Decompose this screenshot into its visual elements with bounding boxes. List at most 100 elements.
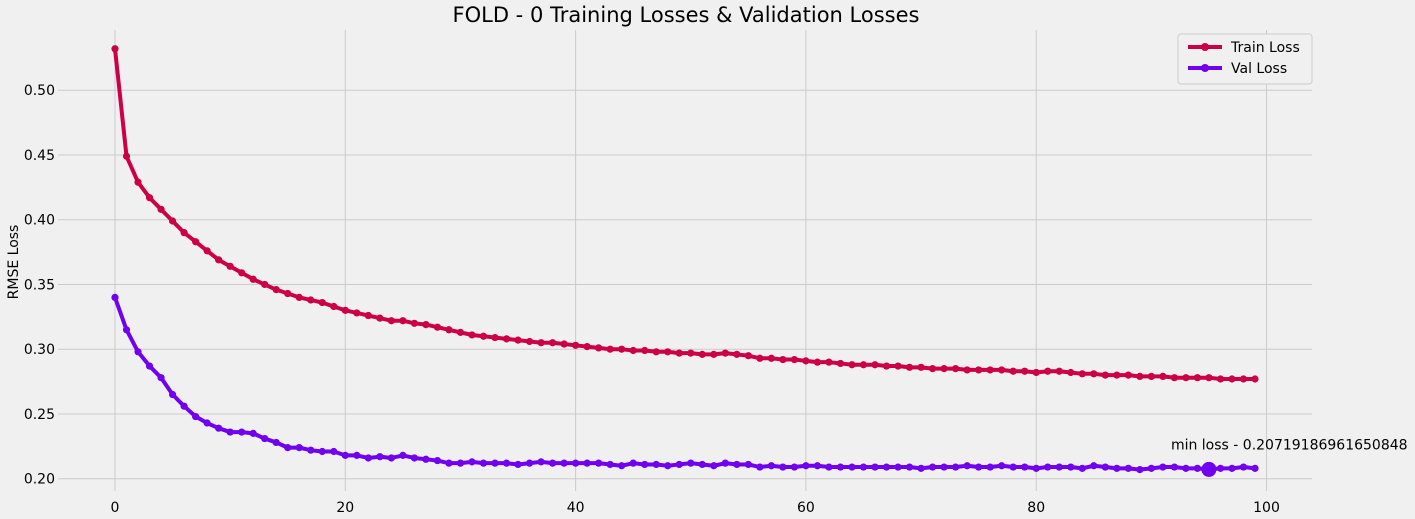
data-point-train-loss [1055, 367, 1063, 375]
x-tick-label: 80 [1027, 500, 1045, 516]
x-tick-label: 20 [336, 500, 354, 516]
series-points [111, 45, 1259, 474]
data-point-val-loss [479, 459, 488, 467]
grid-lines [58, 30, 1312, 491]
data-point-train-loss [572, 341, 580, 349]
series-lines [113, 46, 1257, 472]
data-point-val-loss [767, 462, 775, 470]
data-point-train-loss [1067, 368, 1075, 377]
data-point-train-loss [595, 344, 603, 352]
data-point-val-loss [1216, 464, 1225, 472]
data-point-val-loss [525, 459, 534, 467]
data-point-val-loss [422, 455, 430, 463]
data-point-train-loss [917, 363, 925, 371]
data-point-train-loss [963, 366, 971, 374]
data-point-val-loss [192, 412, 200, 421]
y-tick-label: 0.30 [24, 342, 55, 358]
data-point-val-loss [203, 419, 211, 427]
data-point-val-loss [433, 456, 442, 465]
data-point-train-loss [629, 346, 637, 355]
data-point-val-loss [744, 460, 752, 469]
data-point-train-loss [928, 365, 937, 373]
data-point-train-loss [1090, 370, 1098, 378]
legend-label-train-loss: Train Loss [1230, 40, 1300, 56]
data-point-val-loss [399, 451, 407, 459]
data-point-val-loss [284, 444, 292, 452]
data-point-train-loss [537, 339, 545, 347]
data-point-train-loss [548, 339, 557, 347]
data-point-train-loss [975, 366, 983, 374]
data-point-train-loss [744, 352, 752, 360]
data-point-val-loss [261, 434, 269, 443]
data-point-train-loss [1251, 375, 1259, 383]
data-point-val-loss [687, 459, 695, 467]
data-point-val-loss [940, 463, 948, 471]
legend-marker-val-loss [1201, 64, 1209, 72]
data-point-val-loss [975, 463, 983, 471]
data-point-train-loss [1216, 375, 1225, 383]
data-point-train-loss [1009, 367, 1017, 375]
x-tick-label: 60 [797, 500, 815, 516]
data-point-val-loss [295, 444, 303, 452]
data-point-train-loss [1078, 370, 1086, 378]
data-point-val-loss [1193, 464, 1202, 472]
data-point-train-loss [410, 319, 418, 327]
data-point-train-loss [871, 361, 879, 369]
data-point-val-loss [1239, 463, 1248, 471]
data-point-val-loss [387, 454, 395, 462]
data-point-val-loss [341, 451, 349, 459]
data-point-train-loss [1147, 372, 1155, 380]
data-point-val-loss [1078, 464, 1086, 472]
data-point-train-loss [767, 354, 775, 362]
data-point-val-loss [779, 463, 787, 471]
data-point-train-loss [894, 362, 902, 370]
data-point-val-loss [1044, 463, 1052, 471]
data-point-val-loss [468, 458, 476, 466]
y-axis-label: RMSE Loss [6, 225, 22, 300]
data-point-train-loss [180, 229, 188, 237]
data-point-val-loss [318, 447, 326, 456]
data-point-train-loss [1170, 374, 1178, 382]
data-point-val-loss [456, 459, 465, 467]
data-point-train-loss [445, 326, 453, 334]
data-point-train-loss [192, 238, 200, 246]
y-tick-label: 0.35 [24, 277, 55, 293]
data-point-train-loss [215, 256, 223, 264]
data-point-val-loss [629, 459, 637, 467]
data-point-val-loss [514, 460, 522, 469]
data-point-train-loss [203, 247, 211, 255]
data-point-val-loss [145, 362, 154, 370]
chart-title: FOLD - 0 Training Losses & Validation Lo… [453, 3, 920, 27]
data-point-val-loss [1090, 462, 1098, 470]
data-point-train-loss [560, 340, 568, 348]
data-point-train-loss [825, 358, 833, 366]
data-point-val-loss [364, 454, 372, 462]
data-point-val-loss [134, 348, 142, 356]
data-point-train-loss [456, 328, 465, 336]
data-point-val-loss [756, 463, 764, 471]
data-point-train-loss [284, 289, 292, 298]
data-point-val-loss [698, 460, 706, 469]
data-point-train-loss [1193, 374, 1202, 382]
data-point-val-loss [249, 429, 257, 437]
data-point-train-loss [514, 336, 522, 344]
data-point-train-loss [1113, 371, 1121, 379]
data-point-train-loss [341, 306, 349, 314]
data-point-train-loss [318, 298, 326, 307]
x-tick-labels: 0 20 40 60 80 100 [111, 500, 1280, 516]
series-line-val-loss [113, 295, 1257, 472]
data-point-val-loss [445, 459, 453, 467]
data-point-val-loss [652, 460, 660, 469]
data-point-train-loss [157, 205, 165, 213]
data-point-val-loss [917, 464, 925, 472]
data-point-train-loss [1032, 368, 1040, 377]
data-point-val-loss [848, 463, 856, 471]
data-point-train-loss [145, 194, 154, 202]
data-point-train-loss [249, 275, 257, 283]
data-point-val-loss [330, 447, 338, 456]
data-point-train-loss [272, 286, 280, 294]
data-point-val-loss [307, 446, 315, 454]
data-point-val-loss [641, 460, 649, 469]
data-point-val-loss [1032, 464, 1040, 472]
data-point-val-loss [1055, 463, 1063, 471]
